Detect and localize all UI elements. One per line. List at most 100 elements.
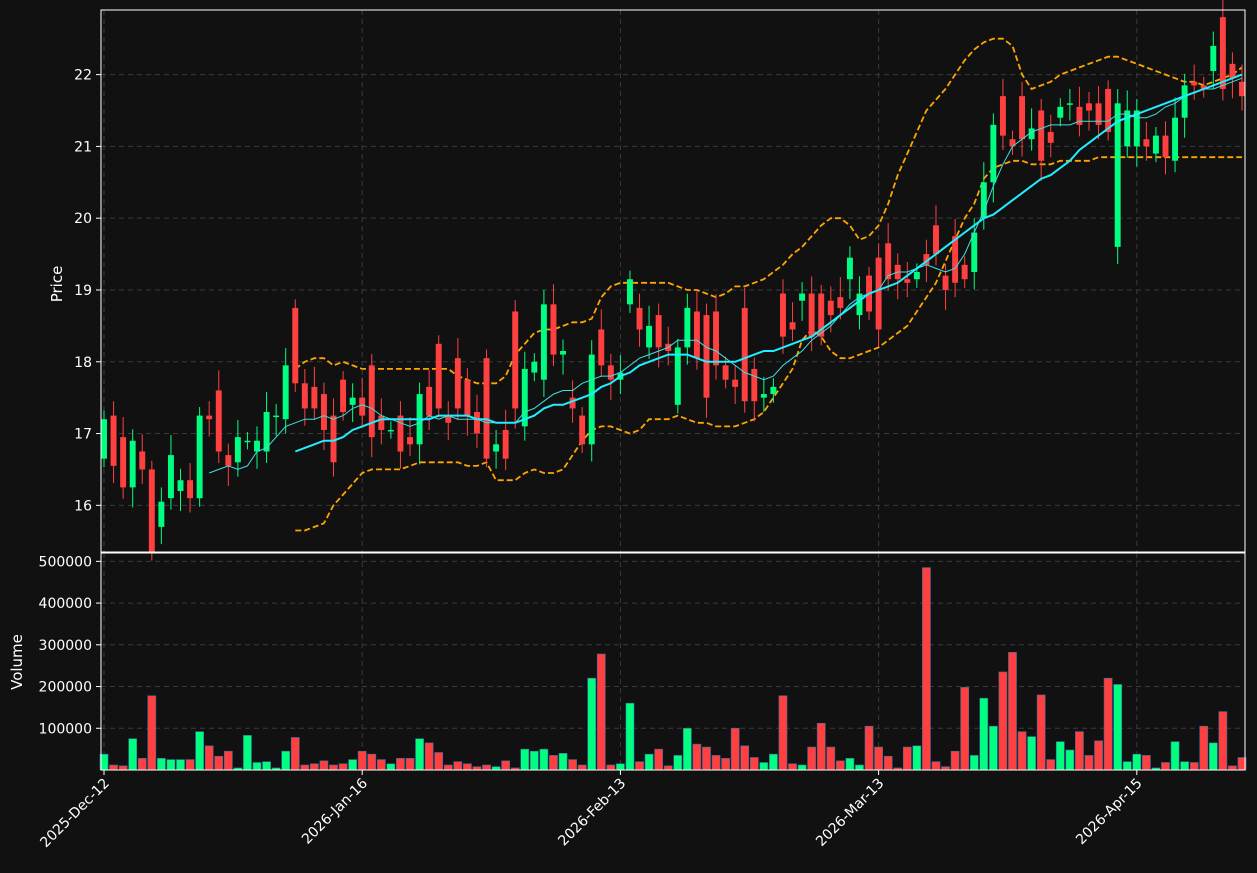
volume-bar [692,743,702,771]
volume-bar [864,725,874,771]
candle-body [999,96,1006,136]
volume-bar [577,764,587,771]
volume-bar [262,761,271,771]
volume-bar [252,762,262,771]
candle-body [1229,63,1236,79]
volume-bar [463,763,472,771]
candle-body [148,469,155,552]
volume-bar [453,761,463,771]
volume-bar [1027,736,1036,771]
candle-body [1095,103,1102,125]
candle-body [254,440,260,452]
candle-body [110,415,117,466]
volume-bar [835,760,845,771]
volume-bar [396,758,405,771]
candle-body [464,379,471,416]
lower-band-line [295,156,1242,532]
volume-bar [769,753,778,771]
chart-axes [96,9,1246,775]
volume-bar [166,759,176,771]
candle-body [655,315,662,348]
volume-bar [998,671,1008,771]
candle-body [684,307,691,348]
candle-body [703,315,710,398]
candle-body [397,415,404,452]
volume-bar [137,758,147,771]
volume-bar [682,727,692,771]
volume-bar [539,748,549,771]
volume-bar [845,758,855,771]
volume-bar [1084,755,1094,771]
candle-body [502,429,509,459]
candle-body [1143,139,1150,147]
candle-body [292,307,299,384]
volume-bar [749,757,759,771]
volume-bar [912,745,922,771]
volume-bar [759,762,769,771]
candle-body [167,455,174,499]
candle-body [904,279,911,283]
candle-body [837,297,844,308]
volume-bar [941,766,950,771]
volume-bar [1228,765,1237,771]
volume-bar [367,753,377,771]
candle-body [550,304,557,355]
candle-body [751,368,758,402]
candle-body [1133,110,1140,147]
candle-body [540,304,547,380]
volume-bar [549,755,558,771]
volume-bar [1036,694,1046,771]
volume-bar [185,759,195,771]
price-tick-label: 16 [74,498,92,514]
candle-body [827,300,834,316]
volume-bar [443,764,453,771]
price-axis-title: Price [48,266,66,303]
volume-bar [969,755,979,771]
candle-body [426,386,433,416]
candle-body [320,394,327,430]
price-tick-label: 19 [74,283,92,299]
candle-body [407,437,413,445]
candle-body [177,480,184,491]
candle-body [139,451,146,470]
candle-body [579,415,586,445]
candle-body [387,429,394,432]
volume-bar [1094,740,1103,771]
candle-body [732,379,739,387]
candle-body [990,124,997,183]
volume-bar [673,755,683,771]
candle-body [770,386,777,395]
volume-axis-title: Volume [8,634,26,690]
volume-bar [740,745,750,771]
volume-bar [319,760,329,771]
candle-body [722,365,729,380]
candle-body [1047,132,1054,143]
volume-bar [482,764,491,771]
candle-body [340,379,347,413]
candle-body [1152,135,1159,154]
volume-tick-label: 200000 [39,680,92,696]
volume-bar [711,755,721,771]
candle-body [1066,103,1073,105]
candle-body [923,254,930,265]
candle-body [799,293,806,301]
candle-body [330,415,337,463]
candle-body [952,236,959,283]
volume-bar [1017,731,1027,771]
volume-tick-label: 500000 [39,554,92,570]
volume-bar [625,702,635,771]
fast-moving-average-line [209,77,1243,474]
candle-body [225,455,232,466]
candle-body [818,293,825,337]
volume-bar [1065,749,1075,771]
volume-bar [931,761,941,771]
volume-bar [702,746,711,771]
candle-body [531,361,538,373]
volume-bar [663,765,673,771]
volume-bar [386,763,396,771]
candle-body [607,365,614,380]
volume-bar [1055,741,1065,771]
volume-bar [816,722,826,771]
volume-bar [415,738,424,771]
candle-body [244,440,251,443]
